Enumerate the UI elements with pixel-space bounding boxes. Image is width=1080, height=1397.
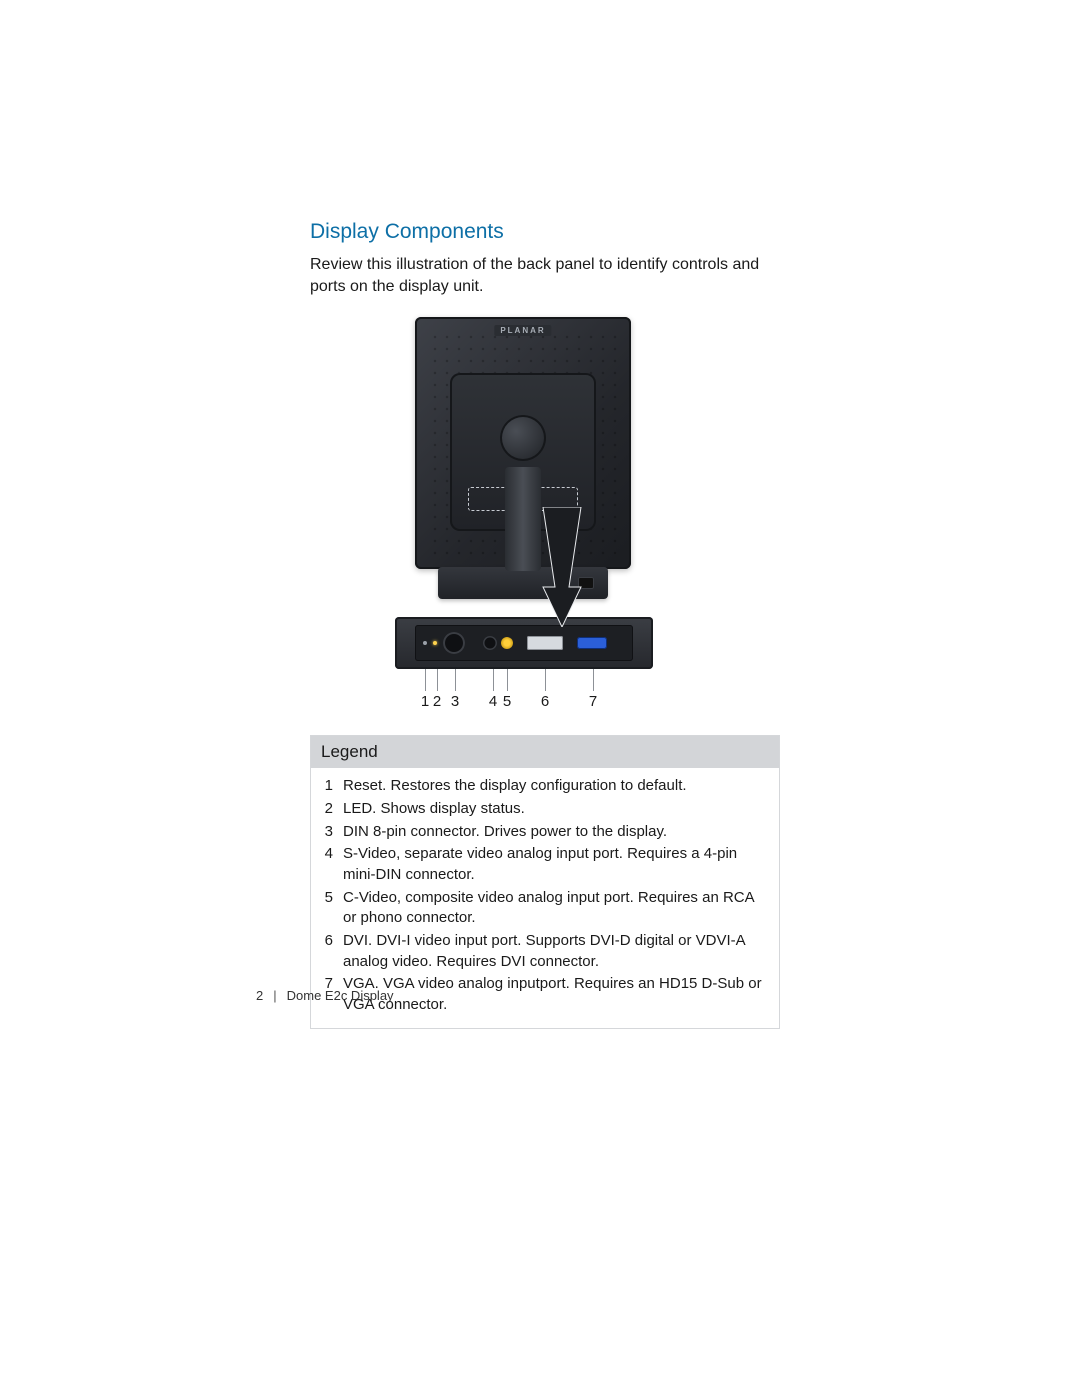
legend-text: S-Video, separate video analog input por… (343, 844, 769, 885)
page-number: 2 (256, 988, 263, 1003)
legend-text: DIN 8-pin connector. Drives power to the… (343, 822, 769, 843)
legend-row: 3 DIN 8-pin connector. Drives power to t… (321, 822, 769, 843)
port-inset (415, 625, 633, 661)
leader-5 (507, 669, 508, 691)
leader-7 (593, 669, 594, 691)
legend-num: 6 (321, 931, 333, 972)
legend-row: 1 Reset. Restores the display configurat… (321, 776, 769, 797)
legend-text: LED. Shows display status. (343, 799, 769, 820)
legend-num: 1 (321, 776, 333, 797)
legend-row: 2 LED. Shows display status. (321, 799, 769, 820)
legend-text: Reset. Restores the display configuratio… (343, 776, 769, 797)
callout-num-4: 4 (489, 693, 497, 710)
legend-header: Legend (311, 736, 779, 768)
legend-num: 3 (321, 822, 333, 843)
leader-1 (425, 669, 426, 691)
callout-arrow-icon (539, 507, 585, 627)
stand-neck (505, 467, 541, 571)
callout-num-1: 1 (421, 693, 429, 710)
port-vga (577, 637, 607, 649)
callout-num-2: 2 (433, 693, 441, 710)
port-led (433, 641, 437, 645)
footer-doc-title: Dome E2c Display (287, 988, 394, 1003)
port-strip-closeup (395, 617, 653, 669)
legend-table: Legend 1 Reset. Restores the display con… (310, 735, 780, 1029)
intro-paragraph: Review this illustration of the back pan… (310, 254, 780, 297)
port-cvideo (501, 637, 513, 649)
back-panel-illustration: PLANAR (310, 317, 780, 721)
port-dvi (527, 636, 563, 650)
legend-text: C-Video, composite video analog input po… (343, 888, 769, 929)
port-din8 (443, 632, 465, 654)
section-heading: Display Components (310, 220, 780, 244)
brand-label: PLANAR (494, 325, 551, 336)
legend-text: DVI. DVI-I video input port. Supports DV… (343, 931, 769, 972)
callout-num-6: 6 (541, 693, 549, 710)
callout-num-5: 5 (503, 693, 511, 710)
footer-separator: | (273, 988, 276, 1003)
legend-row: 6 DVI. DVI-I video input port. Supports … (321, 931, 769, 972)
pivot-hub (500, 415, 546, 461)
leader-6 (545, 669, 546, 691)
legend-row: 5 C-Video, composite video analog input … (321, 888, 769, 929)
legend-num: 2 (321, 799, 333, 820)
page-footer: 2 | Dome E2c Display (256, 988, 394, 1003)
leader-4 (493, 669, 494, 691)
callout-num-7: 7 (589, 693, 597, 710)
leader-3 (455, 669, 456, 691)
content-column: Display Components Review this illustrat… (310, 220, 780, 1029)
port-reset (423, 641, 427, 645)
callout-num-3: 3 (451, 693, 459, 710)
legend-text: VGA. VGA video analog inputport. Require… (343, 974, 769, 1015)
page: Display Components Review this illustrat… (0, 0, 1080, 1397)
leader-2 (437, 669, 438, 691)
legend-row: 4 S-Video, separate video analog input p… (321, 844, 769, 885)
port-svideo (483, 636, 497, 650)
callout-numbers: 1 2 3 4 5 6 7 (395, 693, 653, 713)
legend-num: 4 (321, 844, 333, 885)
legend-num: 5 (321, 888, 333, 929)
